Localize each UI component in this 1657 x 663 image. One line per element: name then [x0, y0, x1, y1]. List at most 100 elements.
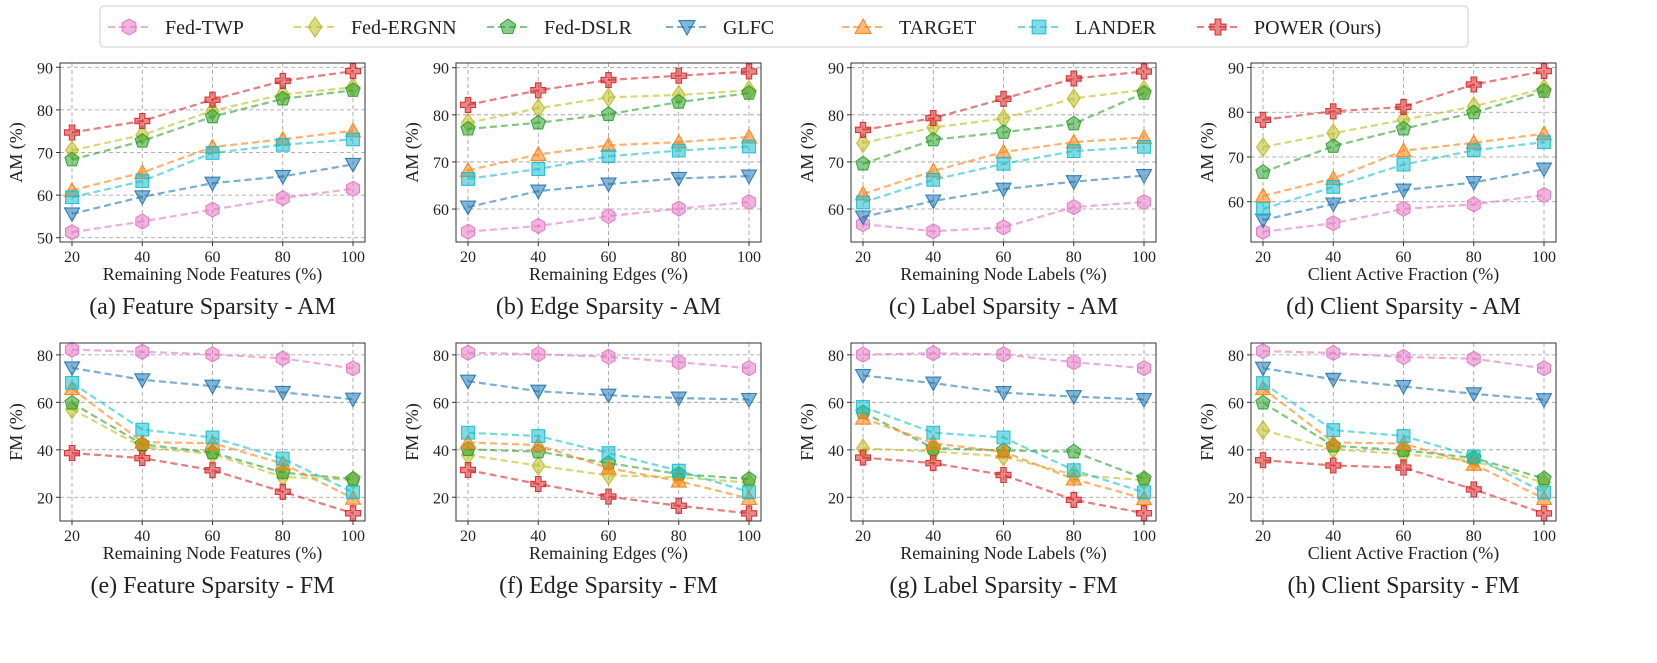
panel-h-client-sparsity-fm: 20 40 60 80 20 40 60 80 100 Client Active Fractio… — [1197, 342, 1557, 599]
data-point-power-ours — [995, 90, 1012, 107]
x-axis-label: Client Active Fraction (%) — [1308, 264, 1499, 285]
data-point-lander — [1066, 144, 1081, 159]
data-point-glfc — [1065, 390, 1083, 406]
data-point-glfc — [133, 373, 151, 389]
data-point-target — [995, 443, 1012, 459]
panel-caption: (g) Label Sparsity - FM — [890, 573, 1118, 599]
data-point-lander — [1256, 376, 1270, 391]
data-point-fed-twp — [531, 346, 546, 363]
x-tick-label: 60 — [996, 528, 1012, 545]
x-tick-label: 100 — [737, 249, 761, 266]
legend-item-target: TARGET — [842, 17, 976, 39]
x-axis-label: Remaining Node Features (%) — [103, 264, 322, 285]
x-tick-label: 20 — [460, 528, 476, 545]
data-point-target — [1324, 433, 1342, 449]
data-point-glfc — [63, 207, 81, 223]
panel-caption: (b) Edge Sparsity - AM — [496, 294, 721, 320]
y-axis-label: AM (%) — [402, 122, 423, 183]
data-point-fed-dslr — [1065, 443, 1082, 459]
data-point-lander — [856, 399, 870, 414]
data-point-fed-dslr — [670, 93, 687, 109]
x-axis-label: Client Active Fraction (%) — [1308, 543, 1499, 564]
data-point-power-ours — [344, 63, 362, 80]
data-point-fed-dslr — [1395, 120, 1412, 136]
data-point-glfc — [529, 184, 547, 200]
x-tick-label: 60 — [601, 249, 617, 266]
data-point-lander — [461, 425, 475, 440]
legend-marker-triangle-up-icon — [854, 17, 872, 34]
y-tick-label: 70 — [433, 155, 449, 172]
legend: Fed-TWP Fed-ERGNN Fed-DSLR GLFC TARGET LANDER… — [99, 5, 1469, 48]
data-point-power-ours — [670, 497, 687, 514]
data-point-fed-dslr — [1536, 470, 1552, 486]
data-point-fed-twp — [1136, 360, 1152, 377]
data-point-lander — [1396, 157, 1411, 172]
x-tick-label: 100 — [1532, 528, 1556, 545]
data-point-lander — [926, 425, 941, 440]
data-point-glfc — [924, 194, 942, 210]
data-point-target — [924, 434, 942, 450]
data-point-glfc — [63, 361, 81, 377]
data-point-power-ours — [1254, 111, 1272, 128]
data-point-fed-twp — [996, 219, 1011, 236]
data-point-lander — [461, 171, 475, 186]
legend-item-glfc: GLFC — [666, 17, 774, 39]
data-point-fed-twp — [275, 189, 290, 207]
x-tick-label: 60 — [996, 249, 1012, 266]
data-point-target — [995, 143, 1012, 159]
legend-label: LANDER — [1075, 17, 1157, 39]
data-point-glfc — [1254, 213, 1272, 229]
data-point-power-ours — [854, 121, 872, 138]
series-line-power-ours — [862, 456, 1145, 515]
x-tick-label: 40 — [1325, 249, 1341, 266]
x-tick-label: 80 — [671, 249, 687, 266]
series-line-power-ours — [467, 70, 750, 106]
data-point-glfc — [459, 374, 477, 390]
y-tick-label: 60 — [37, 188, 53, 205]
data-point-fed-dslr — [1136, 84, 1152, 100]
x-tick-label: 20 — [64, 249, 80, 266]
data-point-fed-dslr — [995, 124, 1012, 139]
legend-marker-diamond-icon — [307, 16, 323, 38]
y-tick-label: 90 — [37, 60, 53, 77]
data-point-power-ours — [204, 462, 221, 479]
data-point-glfc — [995, 386, 1012, 402]
chart-panels: 50 60 70 80 90 20 40 60 80 100 Remaining Node Feat… — [6, 60, 1557, 599]
data-point-fed-twp — [1326, 344, 1341, 362]
data-point-glfc — [1065, 175, 1083, 191]
data-point-lander — [996, 156, 1011, 171]
data-point-glfc — [854, 368, 872, 385]
data-point-fed-dslr — [345, 82, 361, 97]
data-point-lander — [65, 375, 79, 390]
series-line-fed-ergnn — [862, 88, 1145, 145]
legend-item-fed-dslr: Fed-DSLR — [487, 17, 632, 39]
data-point-glfc — [1324, 197, 1342, 213]
x-tick-label: 40 — [925, 528, 941, 545]
y-tick-label: 70 — [828, 155, 844, 172]
data-point-power-ours — [204, 91, 221, 108]
data-point-lander — [926, 172, 941, 187]
series-line-fed-twp — [862, 352, 1145, 370]
x-tick-label: 20 — [855, 528, 871, 545]
data-point-fed-twp — [1536, 186, 1552, 204]
data-point-glfc — [1324, 372, 1342, 388]
legend-label: GLFC — [723, 17, 774, 39]
x-tick-label: 100 — [341, 528, 365, 545]
data-point-fed-dslr — [1255, 164, 1271, 179]
x-tick-label: 100 — [341, 249, 365, 266]
series-line-fed-twp — [1262, 193, 1545, 233]
data-point-power-ours — [274, 483, 291, 500]
data-point-lander — [1256, 201, 1270, 216]
legend-label: Fed-TWP — [165, 17, 244, 39]
x-tick-label: 40 — [925, 249, 941, 266]
data-point-fed-twp — [531, 217, 546, 235]
legend-marker-triangle-down-icon — [678, 20, 696, 37]
data-point-glfc — [1465, 387, 1483, 403]
series-line-power-ours — [71, 452, 354, 515]
x-tick-label: 40 — [134, 528, 150, 545]
series-line-fed-dslr — [467, 92, 750, 130]
x-tick-label: 20 — [1255, 249, 1271, 266]
y-tick-label: 60 — [828, 202, 844, 219]
data-point-power-ours — [459, 461, 477, 479]
data-point-power-ours — [1395, 98, 1412, 115]
